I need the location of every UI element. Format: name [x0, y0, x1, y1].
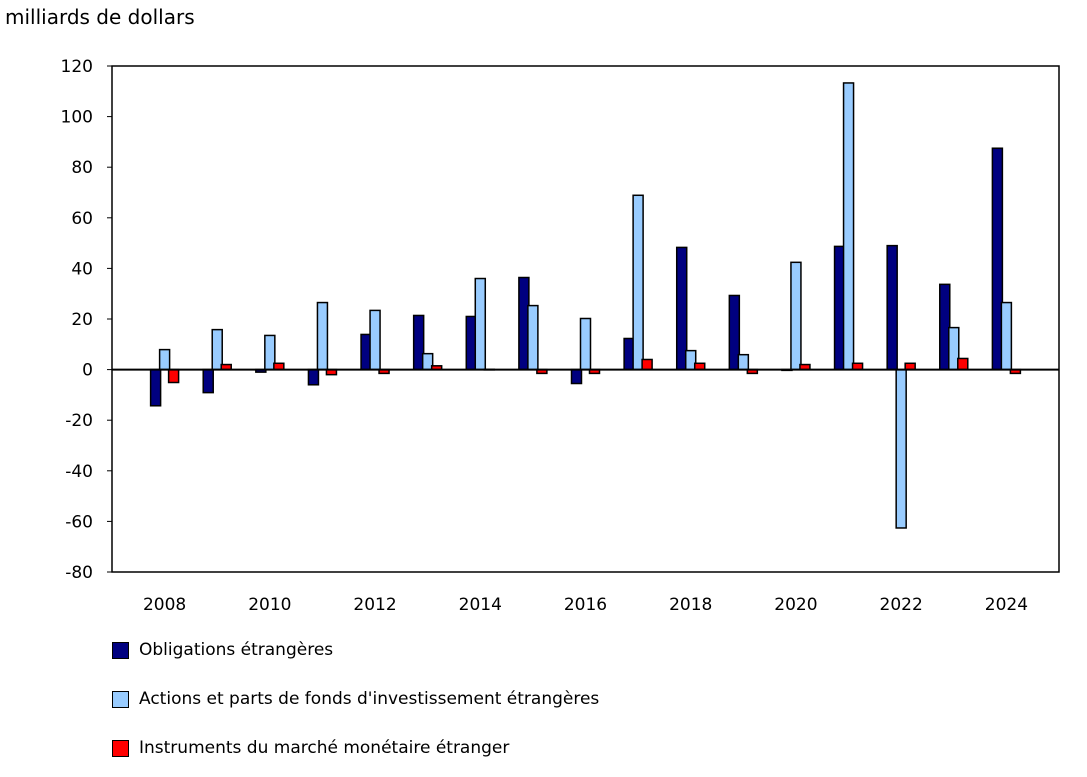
bar-2008-series-2: [167, 368, 180, 384]
bar-2016-series-0: [570, 368, 583, 385]
x-tick-label: 2014: [459, 595, 502, 615]
x-tick-label: 2008: [143, 595, 186, 615]
legend-item-instruments: Instruments du marché monétaire étranger: [112, 738, 509, 758]
bar-2020-series-1: [790, 261, 802, 371]
x-tick-label: 2012: [353, 595, 396, 615]
legend-swatch: [112, 641, 129, 659]
x-tick-label: 2022: [880, 595, 923, 615]
legend-swatch: [112, 690, 129, 708]
bar-2015-series-1: [527, 304, 539, 371]
legend-label: Instruments du marché monétaire étranger: [139, 738, 510, 758]
bar-2017-series-1: [632, 194, 644, 371]
bar-2014-series-1: [474, 277, 487, 371]
legend-item-actions: Actions et parts de fonds d'investisseme…: [112, 689, 599, 709]
bar-2008-series-1: [158, 348, 171, 371]
bar-2022-series-1: [895, 368, 907, 529]
y-tick-label: 120: [61, 57, 93, 77]
bar-2008-series-0: [149, 368, 162, 407]
bar-2016-series-1: [579, 317, 592, 371]
bar-2023-series-2: [957, 357, 969, 371]
bar-2019-series-1: [737, 353, 750, 371]
bar-2021-series-1: [842, 82, 855, 371]
y-tick-label: -80: [65, 563, 93, 583]
bar-2024-series-1: [1000, 301, 1013, 371]
bar-2011-series-0: [307, 368, 320, 386]
x-tick-label: 2016: [564, 595, 607, 615]
y-tick-label: 100: [61, 108, 93, 128]
legend-swatch: [112, 739, 129, 757]
y-tick-label: 40: [71, 259, 93, 279]
x-tick-label: 2020: [774, 595, 817, 615]
y-tick-label: 60: [71, 209, 93, 229]
x-tick-label: 2018: [669, 595, 712, 615]
y-axis-label: milliards de dollars: [5, 5, 195, 29]
legend-label: Obligations étrangères: [139, 640, 334, 660]
legend-item-obligations: Obligations étrangères: [112, 640, 333, 660]
y-tick-label: 80: [71, 158, 93, 178]
y-tick-label: 0: [82, 361, 93, 381]
legend-label: Actions et parts de fonds d'investisseme…: [139, 689, 600, 709]
bar-2011-series-1: [316, 301, 329, 371]
bar-2017-series-2: [641, 358, 653, 371]
y-tick-label: -20: [65, 411, 93, 431]
bar-2022-series-0: [886, 244, 898, 371]
y-tick-label: -40: [65, 462, 93, 482]
bar-2009-series-1: [211, 328, 223, 371]
y-tick-label: 20: [71, 310, 93, 330]
x-tick-label: 2024: [985, 595, 1028, 615]
y-tick-label: -60: [65, 512, 93, 532]
bar-2012-series-1: [369, 309, 381, 371]
x-tick-label: 2010: [248, 595, 291, 615]
bar-2009-series-0: [202, 368, 214, 394]
